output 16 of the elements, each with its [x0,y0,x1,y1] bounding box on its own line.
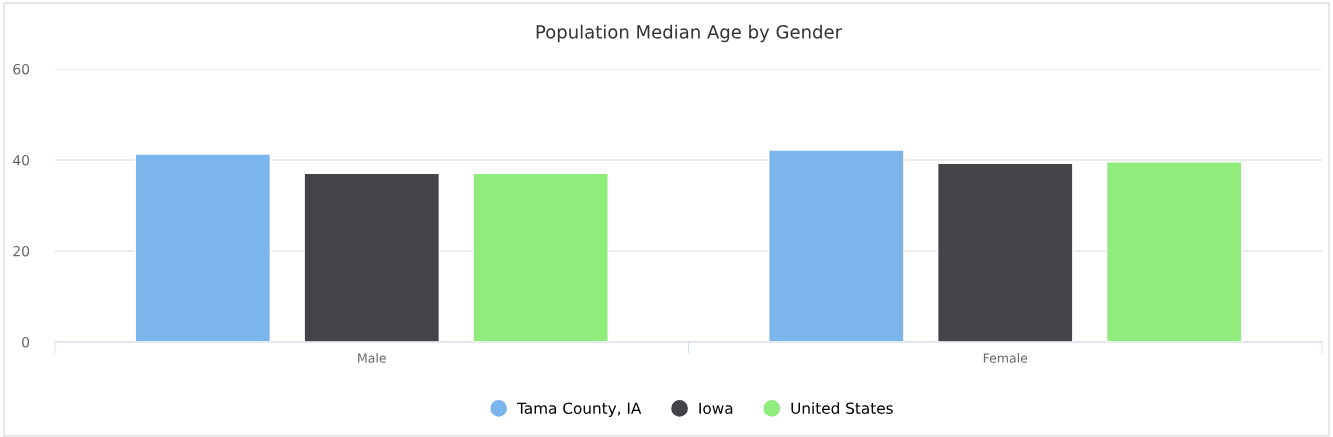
x-tick-label: Male [358,353,386,363]
x-tick-label: Female [983,353,1028,363]
bar [472,172,609,342]
bar [936,162,1074,342]
y-tick-label: 20 [13,245,30,257]
y-tick-label: 40 [13,154,30,166]
bar [134,153,272,342]
legend-label: Iowa [699,402,733,414]
bar [768,149,905,342]
y-tick-label: 60 [13,63,30,75]
chart-title: Population Median Age by Gender [536,24,843,43]
legend-label: Tama County, IA [516,402,642,417]
legend-label: United States [791,402,893,414]
bar [1105,161,1243,342]
bar [303,172,441,342]
y-tick-label: 0 [22,336,30,348]
